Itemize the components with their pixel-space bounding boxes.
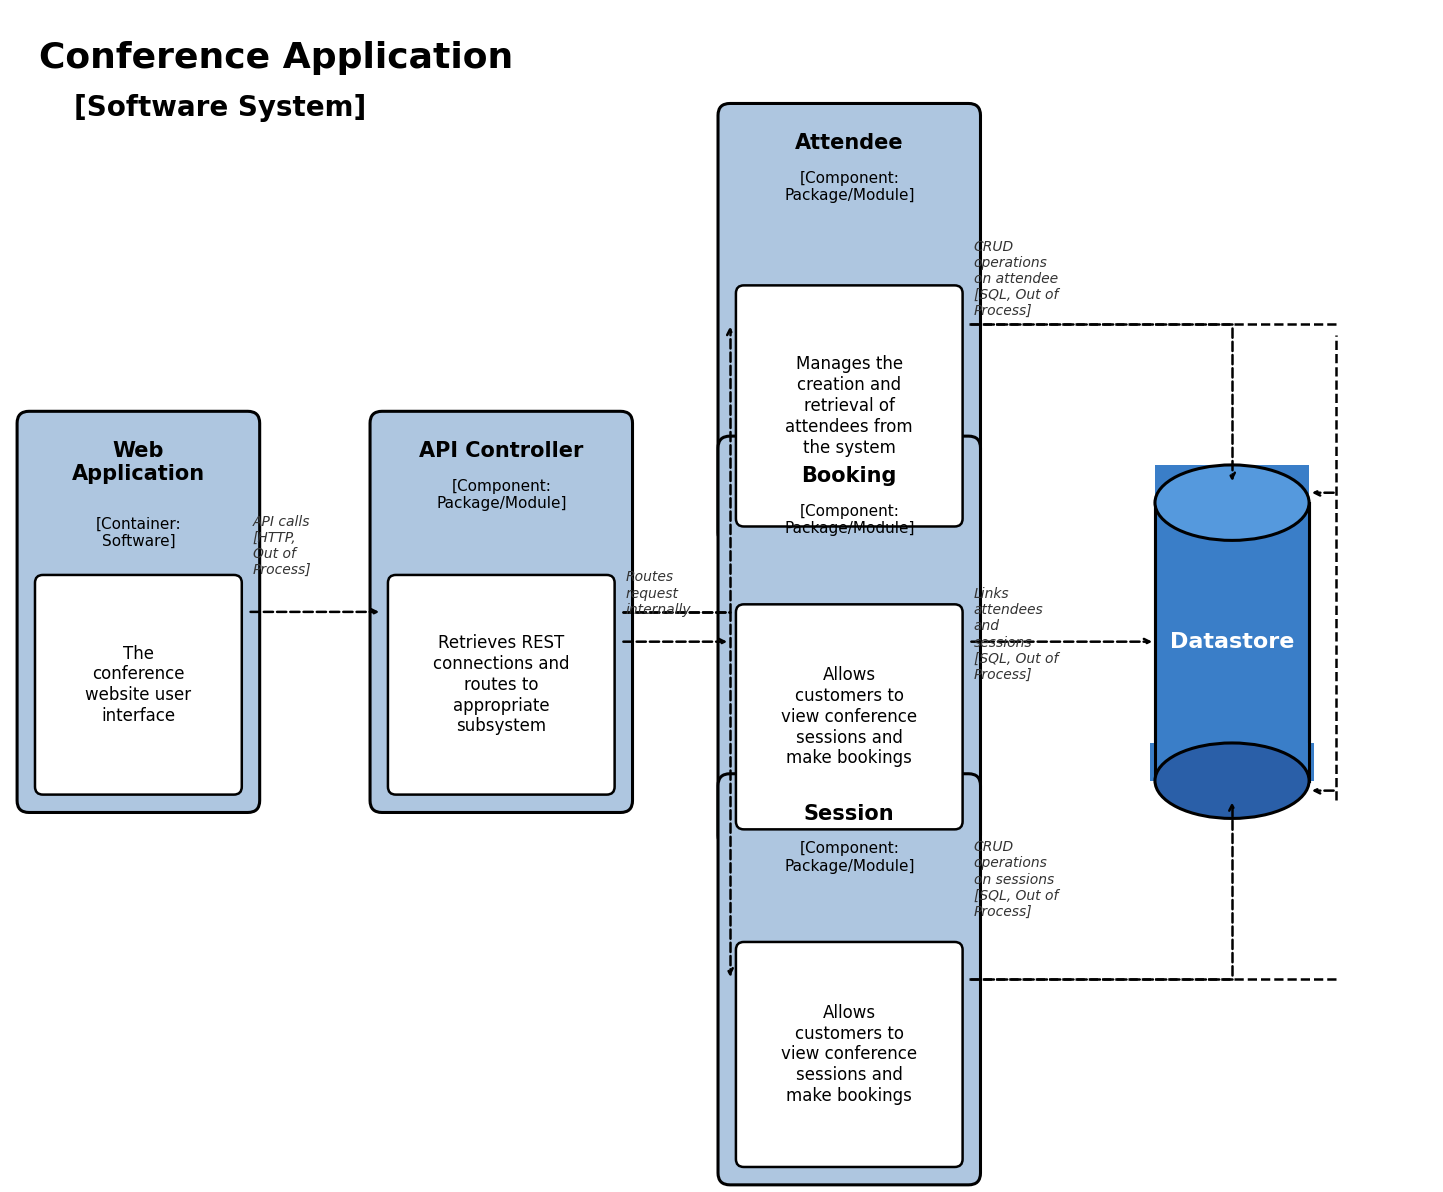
Text: Attendee: Attendee <box>795 134 903 154</box>
Ellipse shape <box>1154 743 1309 819</box>
FancyBboxPatch shape <box>17 411 260 813</box>
FancyBboxPatch shape <box>736 285 962 527</box>
Text: [Component:
Package/Module]: [Component: Package/Module] <box>784 842 915 874</box>
Bar <box>1154 465 1309 540</box>
Text: [Component:
Package/Module]: [Component: Package/Module] <box>436 479 567 511</box>
Text: Session: Session <box>804 803 895 824</box>
Text: API Controller: API Controller <box>418 441 583 461</box>
Text: Web
Application: Web Application <box>72 441 205 484</box>
Text: Links
attendees
and
sessions
[SQL, Out of
Process]: Links attendees and sessions [SQL, Out o… <box>974 588 1058 682</box>
FancyBboxPatch shape <box>736 604 962 830</box>
FancyBboxPatch shape <box>369 411 632 813</box>
Ellipse shape <box>1154 465 1309 540</box>
Text: CRUD
operations
on attendee
[SQL, Out of
Process]: CRUD operations on attendee [SQL, Out of… <box>974 240 1058 318</box>
FancyBboxPatch shape <box>719 436 980 848</box>
Bar <box>1150 743 1315 781</box>
Text: Datastore: Datastore <box>1170 632 1294 652</box>
Text: API calls
[HTTP,
Out of
Process]: API calls [HTTP, Out of Process] <box>253 515 312 577</box>
Bar <box>1154 503 1309 781</box>
FancyBboxPatch shape <box>388 575 615 795</box>
Text: [Component:
Package/Module]: [Component: Package/Module] <box>784 504 915 536</box>
Text: Allows
customers to
view conference
sessions and
make bookings: Allows customers to view conference sess… <box>781 666 918 768</box>
Text: Allows
customers to
view conference
sessions and
make bookings: Allows customers to view conference sess… <box>781 1004 918 1105</box>
FancyBboxPatch shape <box>719 104 980 545</box>
FancyBboxPatch shape <box>35 575 242 795</box>
Text: [Component:
Package/Module]: [Component: Package/Module] <box>784 170 915 204</box>
Text: [Container:
Software]: [Container: Software] <box>95 516 182 550</box>
Text: Retrieves REST
connections and
routes to
appropriate
subsystem: Retrieves REST connections and routes to… <box>433 634 570 735</box>
Text: The
conference
website user
interface: The conference website user interface <box>85 645 192 725</box>
FancyBboxPatch shape <box>719 774 980 1185</box>
Text: Manages the
creation and
retrieval of
attendees from
the system: Manages the creation and retrieval of at… <box>785 355 913 457</box>
Text: CRUD
operations
on sessions
[SQL, Out of
Process]: CRUD operations on sessions [SQL, Out of… <box>974 840 1058 919</box>
FancyBboxPatch shape <box>736 942 962 1167</box>
Text: Routes
request
internally: Routes request internally <box>626 571 691 616</box>
Text: [Software System]: [Software System] <box>74 93 367 122</box>
Text: Booking: Booking <box>801 466 898 486</box>
Text: Conference Application: Conference Application <box>39 41 514 75</box>
